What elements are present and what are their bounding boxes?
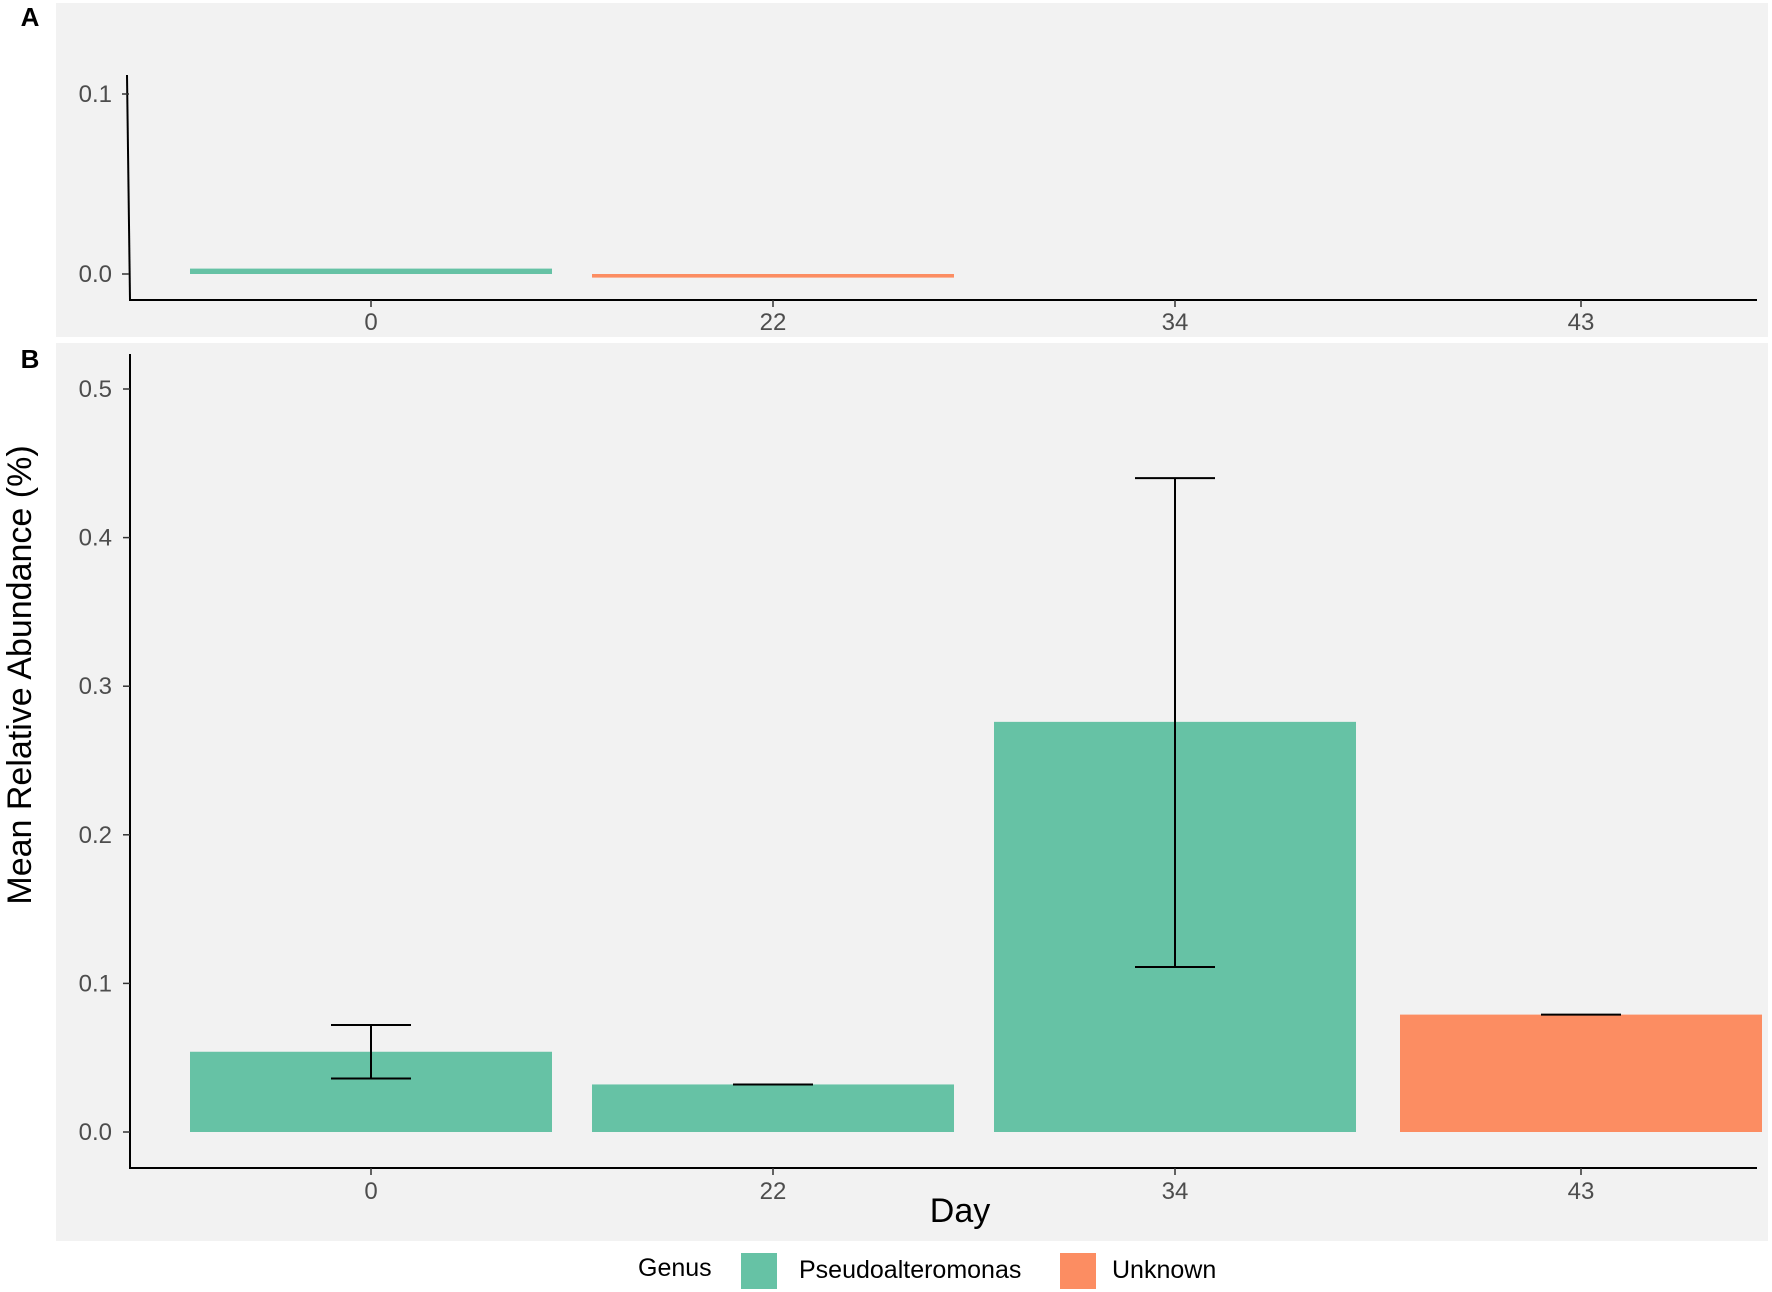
- panel-a-x-tick-label: 22: [760, 309, 787, 336]
- panel-b-x-tick-label: 22: [760, 1178, 787, 1205]
- panel-a-bar-pseudoalteromonas-day-0: [190, 268, 552, 274]
- y-axis-title: Mean Relative Abundance (%): [1, 445, 39, 904]
- x-axis-title: Day: [930, 1192, 990, 1230]
- panel-a-background: [56, 3, 1768, 337]
- legend-swatch-unknown: [1060, 1253, 1096, 1289]
- panel-b-error-bar-day-34: [1135, 477, 1215, 969]
- legend-label-unknown: Unknown: [1112, 1256, 1216, 1284]
- legend-title: Genus: [638, 1254, 712, 1282]
- legend-label-pseudoalteromonas: Pseudoalteromonas: [799, 1256, 1021, 1284]
- panel-a-bar-unknown-day-22: [592, 274, 954, 278]
- panel-b-x-tick-label: 43: [1568, 1178, 1595, 1205]
- panel-a-x-tick-label: 34: [1162, 309, 1189, 336]
- panel-b-bar-day-43: [1400, 1014, 1762, 1132]
- panel-b-bar-day-22: [592, 1084, 954, 1132]
- panel-b-x-tick-label: 0: [364, 1178, 377, 1205]
- panel-b-x-tick-label: 34: [1162, 1178, 1189, 1205]
- panel-a-x-ticks: 0 22 34 43: [364, 300, 1594, 336]
- panel-a-marks: [126, 74, 954, 301]
- panel-b-tag: B: [21, 344, 40, 374]
- panel-b: B 0.0 0.1 0.2 0.3 0.4 0.5 0 22 34 43 Day Mean Re…: [1, 343, 1768, 1241]
- panel-b-x-ticks: 0 22 34 43: [364, 1168, 1594, 1205]
- panel-b-marks: [190, 477, 1762, 1132]
- panel-a-x-tick-label: 0: [364, 309, 377, 336]
- panel-b-y-tick-label: 0.2: [79, 822, 112, 849]
- panel-b-y-tick-label: 0.3: [79, 673, 112, 700]
- panel-b-y-tick-label: 0.1: [79, 970, 112, 997]
- panel-b-y-tick-label: 0.5: [79, 376, 112, 403]
- panel-a-y-tick-label: 0.1: [79, 81, 112, 108]
- legend-swatch-pseudoalteromonas: [741, 1253, 777, 1289]
- panel-b-error-bar-day-0: [331, 1024, 411, 1080]
- panel-b-y-tick-label: 0.4: [79, 525, 112, 552]
- legend: Genus Pseudoalteromonas Unknown: [638, 1253, 1216, 1289]
- panel-a: A 0.0 0.1 0 22 34 43: [21, 2, 1768, 337]
- panel-a-y-axis: [126, 74, 131, 301]
- panel-a-tag: A: [21, 2, 40, 32]
- panel-a-y-tick-label: 0.0: [79, 261, 112, 288]
- panel-b-y-ticks: 0.0 0.1 0.2 0.3 0.4 0.5: [79, 376, 130, 1146]
- panel-b-y-tick-label: 0.0: [79, 1119, 112, 1146]
- panel-a-x-tick-label: 43: [1568, 309, 1595, 336]
- panel-a-y-ticks: 0.0 0.1: [79, 81, 129, 288]
